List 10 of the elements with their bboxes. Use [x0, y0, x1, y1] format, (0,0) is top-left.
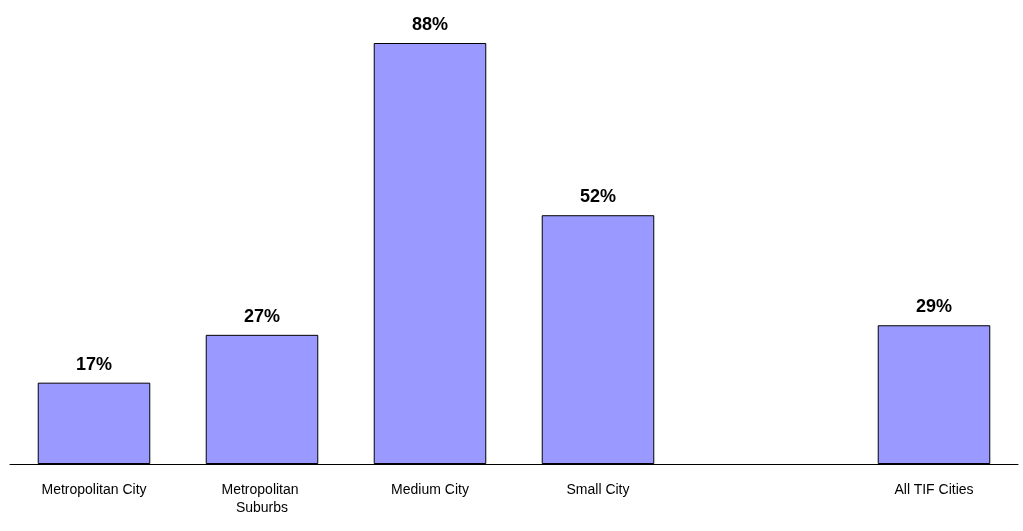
data-label: 27%: [243, 305, 281, 326]
x-tick-label: All TIF Cities: [894, 481, 974, 497]
data-label: 29%: [915, 296, 953, 317]
x-tick-label: Metropolitan City: [41, 481, 147, 497]
x-tick-label: Small City: [566, 481, 630, 497]
data-label: 88%: [411, 14, 449, 34]
data-label: 52%: [579, 186, 617, 207]
x-tick-label: Medium City: [391, 481, 469, 497]
x-tick-label: Metropolitan Suburbs: [221, 481, 303, 515]
data-label: 17%: [75, 353, 113, 374]
